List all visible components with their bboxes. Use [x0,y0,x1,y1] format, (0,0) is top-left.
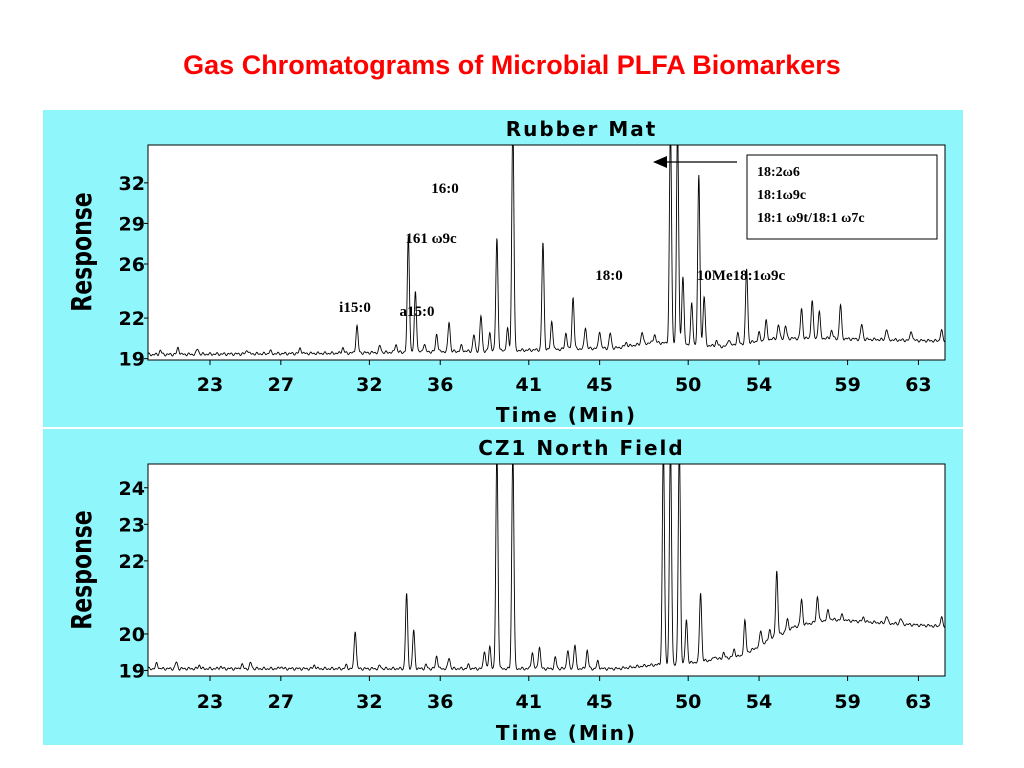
x-tick-label: 23 [197,691,223,713]
x-tick-label: 54 [746,374,772,396]
x-tick-label: 63 [905,374,931,396]
x-tick-label: 50 [675,374,701,396]
x-tick-label: 59 [834,374,860,396]
x-tick-label: 36 [427,374,453,396]
x-tick-label: 45 [586,691,612,713]
legend-entry: 18:2ω6 [757,165,800,180]
chromatogram-trace [148,464,945,671]
y-tick-label: 19 [119,661,145,683]
x-tick-label: 41 [516,374,542,396]
chart-panel: Rubber Mat 23 27 32 36 41 45 50 54 59 63 19 22 26 29 32… [43,110,963,745]
y-tick-label: 29 [119,213,145,235]
y-tick-label: 22 [119,551,145,573]
legend-arrow-head [653,156,667,168]
chart-title: Rubber Mat [506,117,658,141]
x-tick-label: 36 [427,691,453,713]
peak-label: 16:0 [431,181,459,197]
peak-label: 161 ω9c [405,231,457,247]
y-axis-label: Response [66,192,98,311]
y-tick-label: 19 [119,349,145,371]
y-tick-label: 22 [119,308,145,330]
chart-1: Rubber Mat 23 27 32 36 41 45 50 54 59 63 19 22 26 29 32… [66,117,946,427]
slide-title: Gas Chromatograms of Microbial PLFA Biom… [183,50,841,80]
y-tick-label: 24 [119,478,145,500]
chromatogram-trace [148,145,945,357]
x-tick-label: 59 [834,691,860,713]
peak-label: 18:0 [595,268,623,284]
x-tick-label: 54 [746,691,772,713]
legend-entry: 18:1ω9c [757,188,806,203]
x-tick-label: 23 [197,374,223,396]
chromatogram-svg: Rubber Mat 23 27 32 36 41 45 50 54 59 63 19 22 26 29 32… [43,117,963,745]
plot-area [147,463,946,677]
x-tick-label: 27 [268,691,294,713]
y-tick-label: 23 [119,514,145,536]
x-tick-label: 32 [356,691,382,713]
x-tick-label: 63 [905,691,931,713]
chart-title: CZ1 North Field [478,436,684,460]
x-axis-label: Time (Min) [496,403,637,427]
legend-entry: 18:1 ω9t/18:1 ω7c [757,211,865,226]
chart-2: CZ1 North Field 23 27 32 36 41 45 50 54 59 63 19 20 2… [66,436,946,745]
y-axis-label: Response [66,510,98,629]
x-axis-label: Time (Min) [496,721,637,745]
peak-label: 10Me18:1ω9c [697,268,786,284]
peak-label: i15:0 [339,300,371,316]
x-tick-label: 27 [268,374,294,396]
x-tick-label: 32 [356,374,382,396]
y-tick-label: 26 [119,254,145,276]
y-tick-label: 20 [119,624,145,646]
x-tick-label: 50 [675,691,701,713]
legend-box [746,154,938,240]
peak-label: a15:0 [400,304,435,320]
y-tick-label: 32 [119,173,145,195]
x-tick-label: 45 [586,374,612,396]
x-tick-label: 41 [516,691,542,713]
